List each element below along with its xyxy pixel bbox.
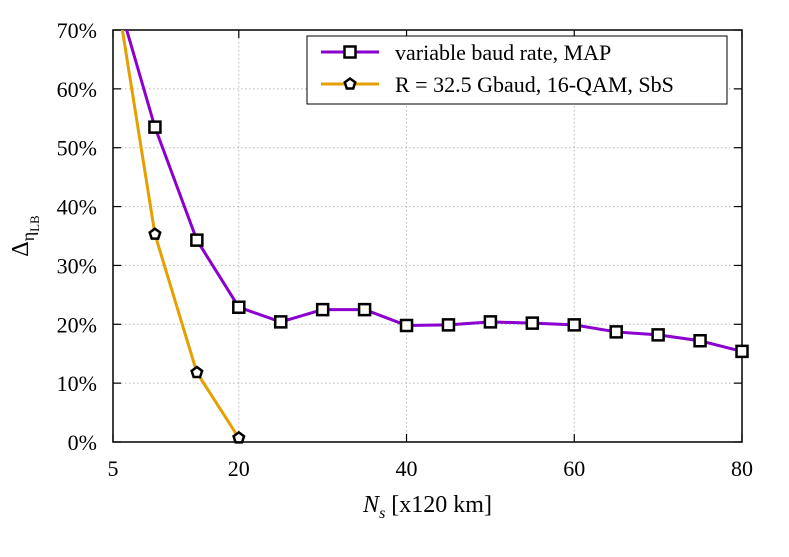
data-point-square [567, 318, 582, 332]
data-point-square [441, 318, 456, 332]
legend-item-variable-baud-rate: variable baud rate, MAP [321, 40, 611, 65]
x-tick-label: 80 [731, 456, 753, 481]
data-point-square [232, 300, 246, 314]
legend: variable baud rate, MAP R = 32.5 Gbaud, … [306, 35, 728, 105]
legend-label: variable baud rate, MAP [395, 40, 611, 65]
x-axis-label: Ns [x120 km] [362, 492, 492, 522]
data-point-pentagon [148, 227, 162, 240]
data-point-pentagon [232, 430, 246, 444]
data-point-square [651, 328, 665, 342]
y-tick-label: 10% [57, 371, 97, 396]
data-point-square [357, 302, 372, 317]
data-point-square [693, 334, 707, 348]
y-tick-label: 20% [57, 312, 97, 337]
series-0 [125, 30, 749, 359]
y-tick-label: 50% [57, 136, 97, 161]
data-point-square [273, 315, 288, 329]
series-line [120, 30, 241, 439]
plot-frame [112, 29, 743, 443]
legend-label: R = 32.5 Gbaud, 16-QAM, SbS [395, 72, 674, 97]
data-point-square [190, 233, 204, 247]
legend-item-fixed-baud-rate: R = 32.5 Gbaud, 16-QAM, SbS [321, 72, 674, 97]
legend-square-marker [343, 45, 357, 59]
x-tick-label: 20 [228, 456, 250, 481]
y-axis-label: ΔηLB [8, 215, 42, 257]
data-point-square [399, 318, 414, 333]
legend-pentagon-marker [343, 76, 357, 90]
y-tick-label: 70% [57, 18, 97, 43]
data-point-square [609, 325, 623, 339]
y-tick-label: 60% [57, 77, 97, 102]
x-tick-label: 40 [396, 456, 418, 481]
axis-ticks: 5 20 40 60 80 0% 10% 20% 30% 40% 50% 60% 70% [57, 18, 753, 481]
series-layer [120, 30, 749, 444]
y-tick-label: 0% [68, 430, 97, 455]
data-point-square [735, 344, 749, 359]
x-tick-label: 60 [563, 456, 585, 481]
data-point-pentagon [190, 365, 204, 379]
y-tick-label: 30% [57, 253, 97, 278]
legend-box [306, 35, 728, 105]
data-point-square [148, 120, 162, 134]
series-line [125, 30, 742, 353]
x-tick-label: 5 [108, 456, 119, 481]
series-1 [120, 30, 246, 444]
data-point-square [483, 315, 498, 329]
data-point-square [525, 316, 540, 330]
data-point-square [315, 302, 330, 317]
y-tick-label: 40% [57, 195, 97, 220]
